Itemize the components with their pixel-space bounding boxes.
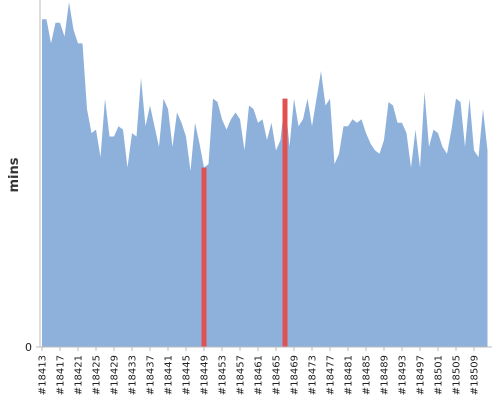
x-tick-label: #18501 (434, 355, 445, 395)
area (42, 2, 488, 347)
x-tick-label: #18477 (326, 355, 337, 395)
x-tick-label: #18437 (146, 355, 157, 395)
x-tick-label: #18485 (362, 355, 373, 395)
x-tick-label: #18429 (110, 355, 121, 395)
highlight-bar (282, 98, 288, 347)
x-tick-label: #18449 (200, 355, 211, 395)
x-tick-label: #18489 (380, 355, 391, 395)
x-tick-label: #18481 (344, 355, 355, 395)
x-tick-label: #18505 (452, 355, 463, 395)
y-tick-label: 0 (25, 341, 32, 354)
x-tick-label: #18461 (254, 355, 265, 395)
x-tick-label: #18441 (164, 355, 175, 395)
x-tick-label: #18457 (236, 355, 247, 395)
x-tick-label: #18493 (398, 355, 409, 395)
x-tick-label: #18453 (218, 355, 229, 395)
x-tick-label: #18469 (290, 355, 301, 395)
x-tick-label: #18509 (470, 355, 481, 395)
x-tick-label: #18425 (92, 355, 103, 395)
x-tick-label: #18497 (416, 355, 427, 395)
y-axis-label: mins (7, 157, 22, 192)
x-tick-label: #18413 (38, 355, 49, 395)
x-tick-label: #18421 (74, 355, 85, 395)
x-tick-label: #18445 (182, 355, 193, 395)
x-tick-label: #18433 (128, 355, 139, 395)
highlight-bar (201, 167, 207, 347)
x-tick-label: #18417 (56, 355, 67, 395)
x-tick-label: #18465 (272, 355, 283, 395)
x-tick-label: #18473 (308, 355, 319, 395)
